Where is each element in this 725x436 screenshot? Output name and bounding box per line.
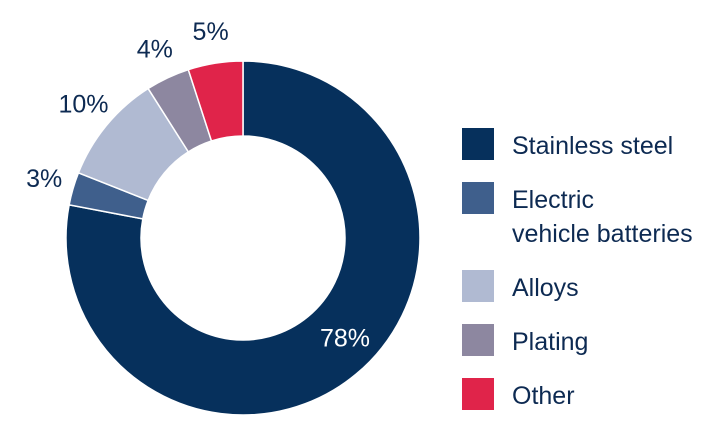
legend-item-alloys: Alloys [462, 270, 722, 304]
legend-label-other: Other [512, 382, 575, 410]
legend-item-other: Other [462, 378, 722, 412]
slice-stainless-steel [65, 60, 421, 416]
legend-swatch-plating [462, 324, 494, 356]
data-label-electric-vehicle-batteries: 3% [26, 165, 62, 193]
legend-label-stainless-steel: Stainless steel [512, 132, 674, 160]
data-label-alloys: 10% [58, 91, 108, 119]
legend-label-alloys: Alloys [512, 274, 579, 302]
legend-label-electric-vehicle-batteries: Electric vehicle batteries [512, 186, 693, 248]
legend-item-electric-vehicle-batteries: Electric vehicle batteries [462, 182, 722, 250]
data-label-other: 5% [193, 18, 229, 46]
data-label-stainless-steel: 78% [320, 325, 370, 353]
legend-item-stainless-steel: Stainless steel [462, 128, 722, 162]
data-label-plating: 4% [137, 35, 173, 63]
legend-swatch-electric-vehicle-batteries [462, 182, 494, 214]
legend-label-plating: Plating [512, 328, 589, 356]
legend-item-plating: Plating [462, 324, 722, 358]
legend-swatch-alloys [462, 270, 494, 302]
slice-other [187, 60, 244, 142]
legend: Stainless steel Electric vehicle batteri… [462, 128, 722, 432]
legend-swatch-other [462, 378, 494, 410]
legend-swatch-stainless-steel [462, 128, 494, 160]
